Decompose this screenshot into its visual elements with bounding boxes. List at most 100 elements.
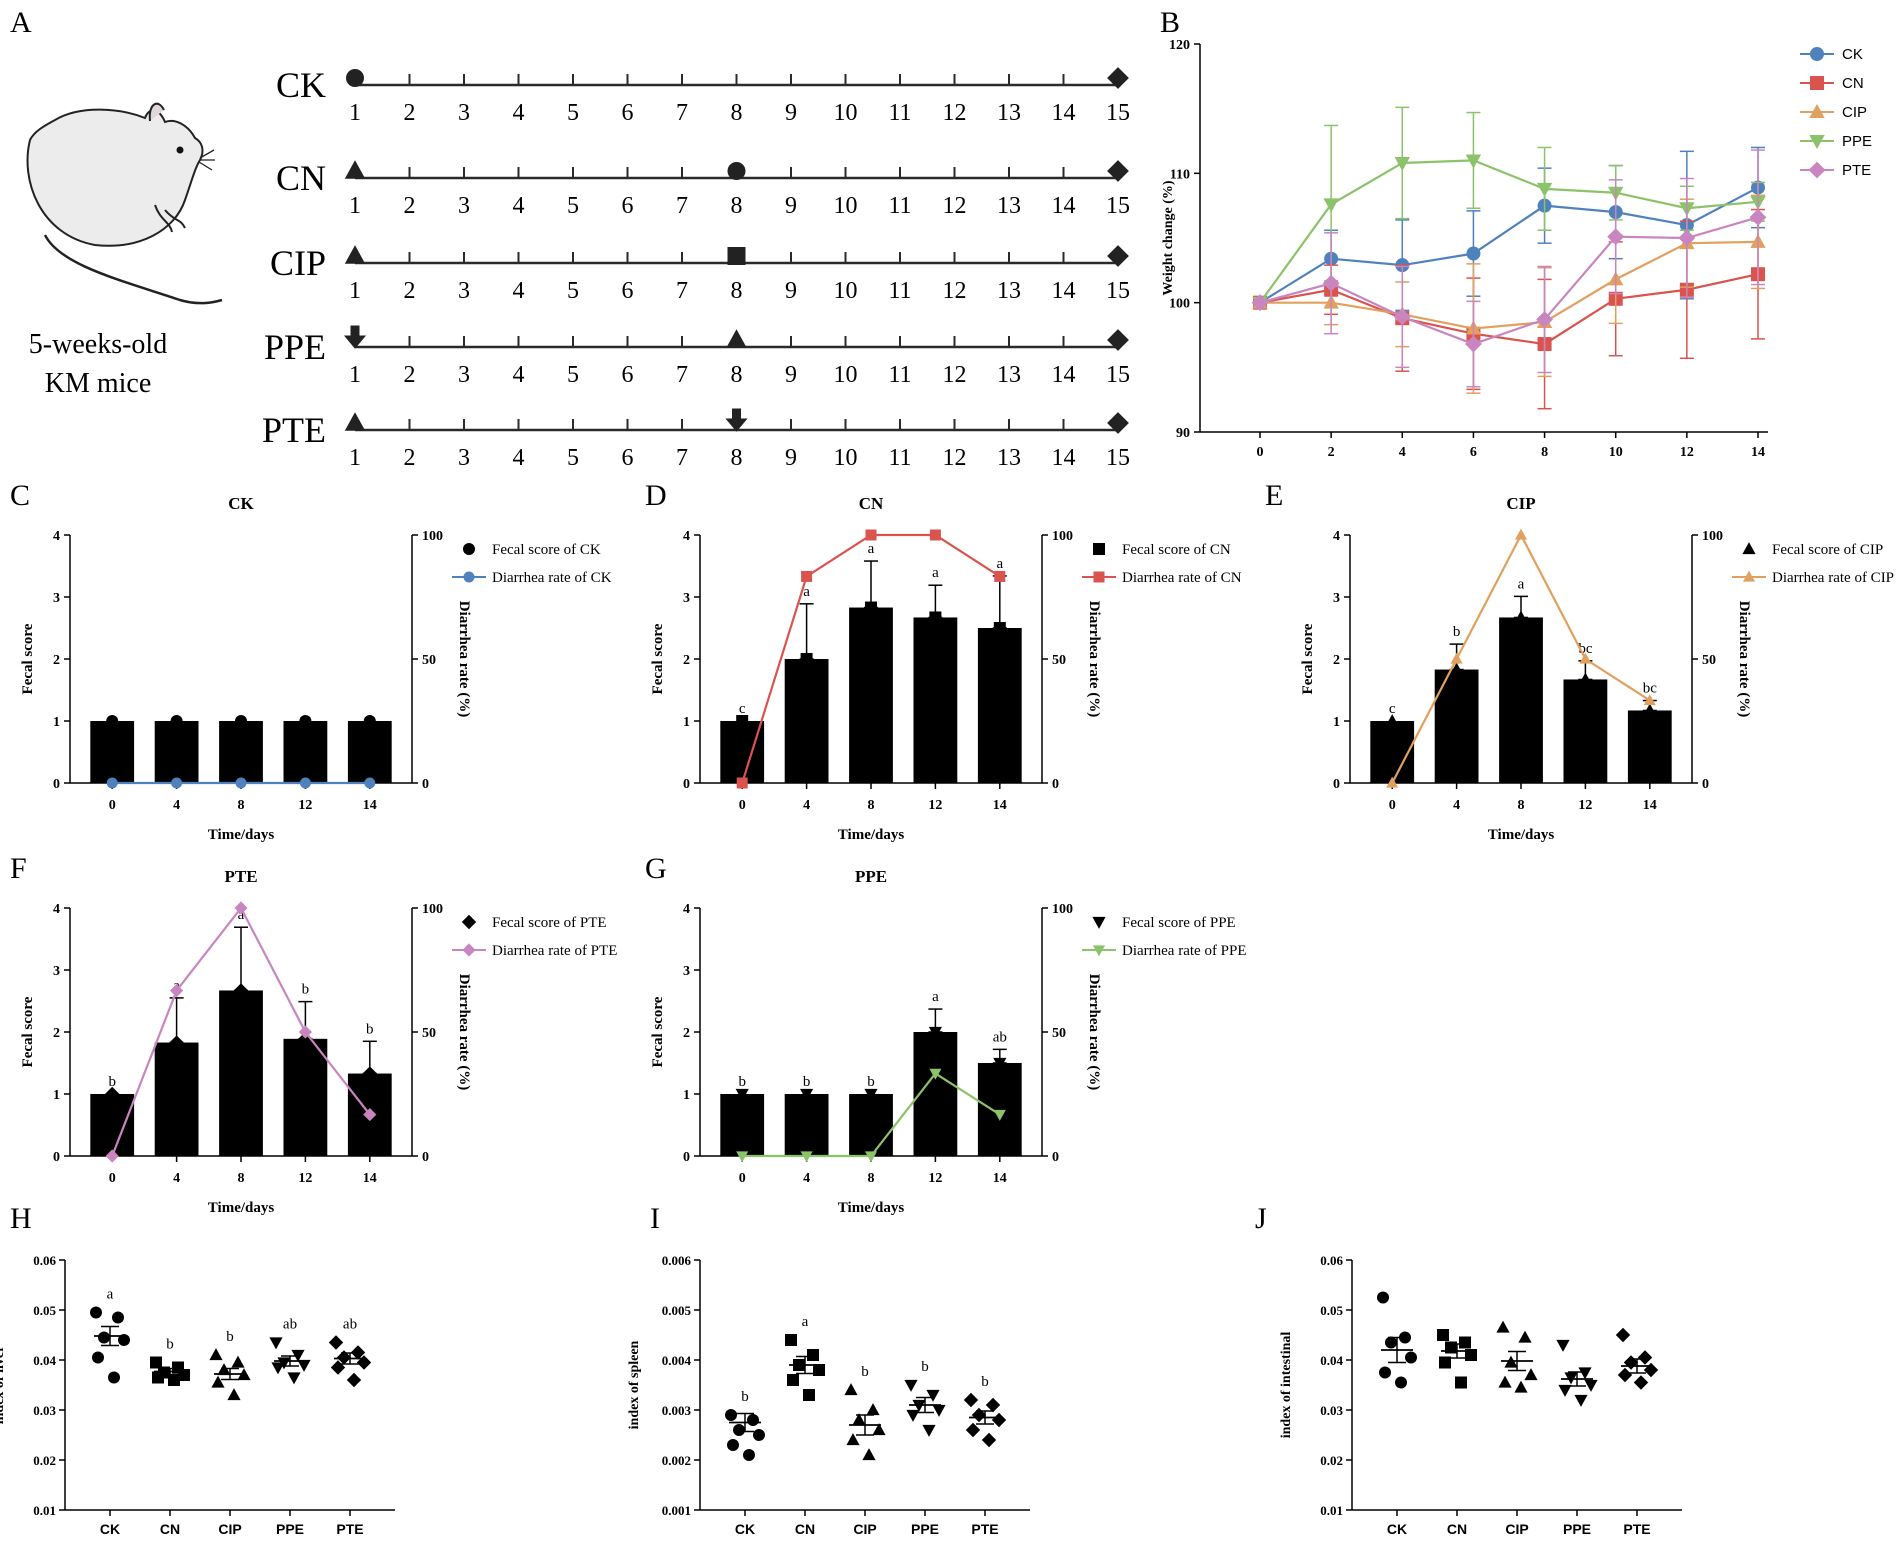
y2-tick-label: 100 (1052, 529, 1073, 544)
data-point (932, 1404, 946, 1417)
timeline-day-label: 10 (834, 278, 858, 304)
x-tick-label: 12 (298, 798, 312, 813)
legend-label: Diarrhea rate of PTE (492, 943, 617, 959)
timeline-marker-arrow (725, 408, 748, 432)
timeline-group-label: CIP (270, 243, 326, 283)
legend-item-fecal-score: Fecal score of PTE (461, 914, 607, 931)
diarrhea-rate-point (170, 983, 184, 998)
x-tick-label: 8 (238, 798, 245, 813)
data-point (90, 1306, 102, 1319)
timeline-day-label: 8 (731, 445, 743, 471)
data-point (922, 1424, 936, 1437)
y2-tick-label: 100 (1702, 529, 1723, 544)
timeline-day-label: 5 (567, 100, 579, 126)
x-tick-label: CN (795, 1521, 815, 1537)
y-tick-label: 2 (53, 653, 60, 668)
error-bar (799, 603, 814, 660)
legend-item-diarrhea-rate: Diarrhea rate of CN (1082, 570, 1242, 586)
timeline-day-label: 1 (349, 193, 361, 219)
data-point (1465, 154, 1482, 169)
mouse-label-line2: KM mice (45, 368, 152, 399)
data-point (112, 1311, 124, 1324)
chart-title: PTE (224, 867, 257, 886)
timeline-day-label: 14 (1052, 193, 1076, 219)
bar (720, 721, 765, 783)
timeline-day-label: 7 (676, 362, 688, 388)
timeline-row-ck: CK1 2 3 4 5 6 7 8 9 10 11 12 13 14 15 (276, 65, 1130, 126)
data-point (328, 1335, 344, 1350)
x-tick-label: 6 (1470, 445, 1477, 460)
timeline-day-label: 10 (834, 100, 858, 126)
legend-marker (1093, 571, 1105, 583)
significance-letter: c (1389, 701, 1396, 717)
diarrhea-rate-point (234, 901, 248, 915)
y-tick-label: 4 (53, 902, 60, 917)
data-point (211, 1375, 225, 1388)
data-point (1536, 311, 1553, 328)
x-tick-label: 0 (1389, 798, 1396, 813)
y-axis-label: Fecal score (650, 996, 666, 1067)
x-tick-label: PPE (276, 1521, 304, 1537)
timeline-day-label: 3 (458, 445, 470, 471)
legend-item-fecal-score: Fecal score of CK (463, 542, 601, 558)
error-bar (234, 926, 248, 992)
y-tick-label: 0.006 (662, 1253, 692, 1268)
y-tick-label: 100 (1169, 297, 1190, 312)
bar-top-marker (1643, 703, 1657, 716)
significance-letter: ab (343, 1317, 357, 1333)
x-tick-label: 8 (1518, 798, 1525, 813)
data-point (336, 1350, 352, 1365)
x-tick-label: 14 (363, 798, 377, 813)
data-point (346, 1372, 362, 1388)
x-tick-label: 8 (868, 798, 875, 813)
bar (977, 628, 1022, 783)
bar-top-marker (735, 1088, 749, 1101)
x-tick-label: 4 (803, 798, 810, 813)
x-axis-label: Time/days (838, 1200, 905, 1216)
timeline-day-label: 11 (888, 362, 911, 388)
x-tick-label: PTE (971, 1521, 998, 1537)
timeline-marker-diamond (1107, 329, 1129, 351)
timeline-day-label: 9 (785, 100, 797, 126)
mouse-label-line1: 5-weeks-old (29, 329, 167, 360)
data-point (108, 1371, 120, 1384)
diarrhea-rate-point (363, 1107, 377, 1122)
legend-marker (1809, 103, 1825, 118)
timeline-group-label: PTE (262, 410, 326, 450)
diarrhea-rate-point (736, 1151, 749, 1163)
x-tick-label: 8 (868, 1171, 875, 1186)
diarrhea-rate-point (171, 777, 183, 789)
y-tick-label: 0 (683, 777, 690, 792)
significance-letter: b (741, 1389, 749, 1405)
data-point (168, 1374, 180, 1386)
data-point (1385, 1336, 1397, 1349)
sem-bar (736, 1412, 754, 1433)
y-tick-label: 0.02 (33, 1453, 56, 1468)
bar (90, 721, 135, 783)
data-point (985, 1397, 1001, 1413)
y2-tick-label: 100 (1052, 902, 1073, 917)
timeline-day-label: 4 (513, 362, 525, 388)
data-point (1455, 1376, 1467, 1389)
timeline-day-label: 1 (349, 362, 361, 388)
x-tick-label: 12 (928, 798, 942, 813)
data-point (785, 1334, 797, 1346)
data-point (1405, 1351, 1417, 1364)
significance-letter: b (867, 1074, 875, 1090)
x-tick-label: CK (1387, 1521, 1407, 1537)
sem-bar (856, 1414, 874, 1436)
y-tick-label: 0.003 (662, 1403, 692, 1418)
timeline-day-label: 14 (1052, 362, 1076, 388)
timeline-day-label: 11 (888, 445, 911, 471)
y2-axis-label: Diarrhea rate (%) (1086, 974, 1102, 1091)
chart-title: CK (228, 494, 254, 513)
bar (219, 721, 263, 783)
sem-bar (1508, 1350, 1526, 1372)
timeline-day-label: 6 (622, 193, 634, 219)
data-point (965, 1422, 981, 1438)
sem-bar (1568, 1371, 1586, 1387)
y-tick-label: 0.03 (1320, 1403, 1343, 1418)
bar (219, 990, 263, 1156)
x-tick-label: 4 (173, 798, 180, 813)
y-tick-label: 1 (53, 715, 60, 730)
